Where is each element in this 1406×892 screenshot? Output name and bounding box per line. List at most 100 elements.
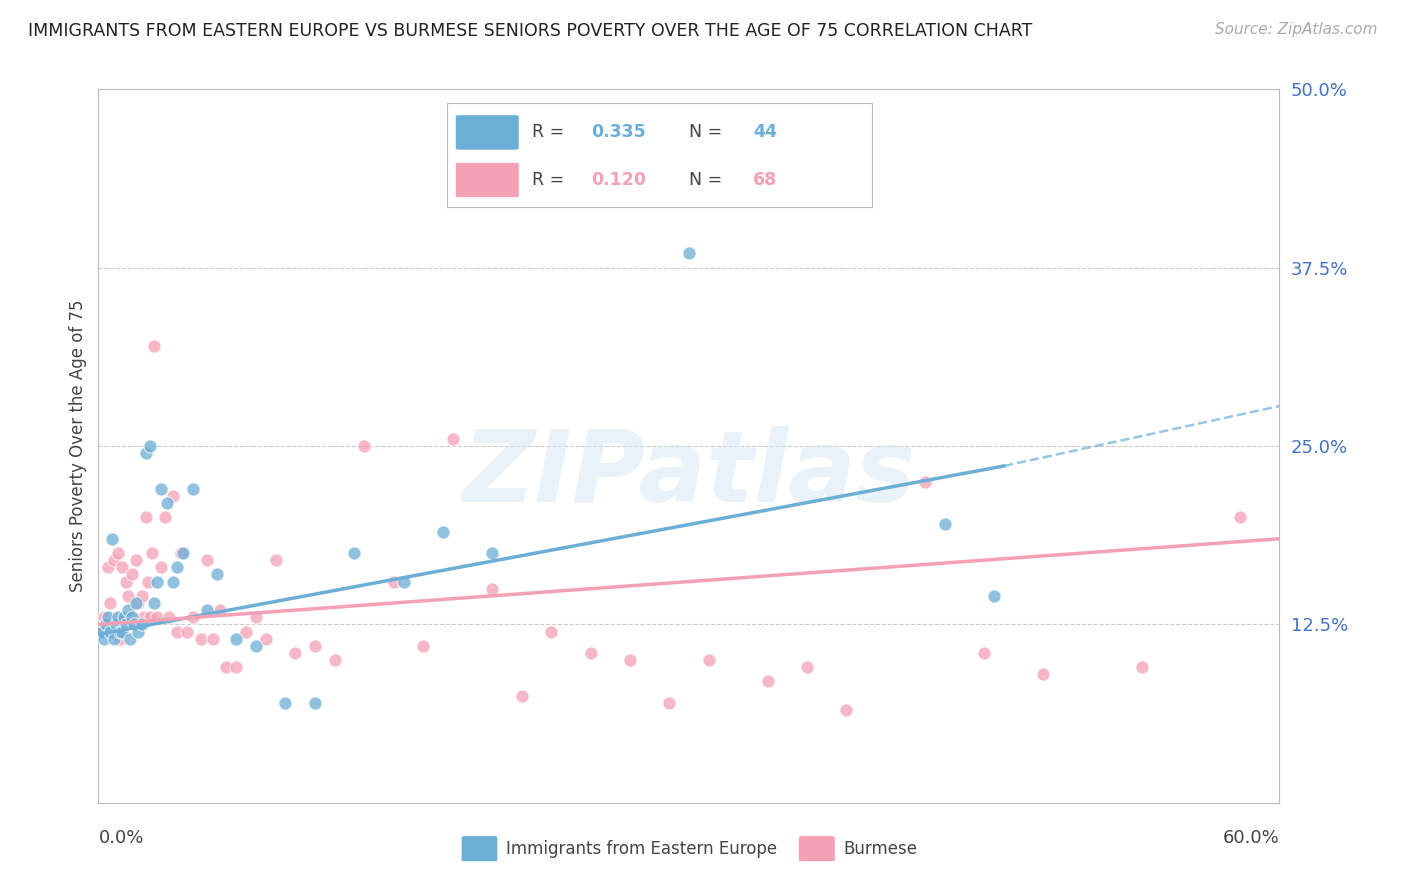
Point [111, 624, 134, 639]
Point [245, 639, 267, 653]
Point [112, 610, 135, 624]
Point [142, 596, 165, 610]
Point [658, 696, 681, 710]
Point [103, 632, 125, 646]
Point [176, 624, 198, 639]
Point [138, 439, 160, 453]
Point [108, 624, 131, 639]
Point [274, 696, 297, 710]
Point [112, 617, 135, 632]
Text: Immigrants from Eastern Europe: Immigrants from Eastern Europe [506, 840, 778, 858]
Point [97, 610, 120, 624]
Point [108, 632, 131, 646]
Point [181, 482, 204, 496]
Text: Source: ZipAtlas.com: Source: ZipAtlas.com [1215, 22, 1378, 37]
Point [118, 610, 141, 624]
Point [441, 432, 464, 446]
Point [323, 653, 346, 667]
Text: ZIPatlas: ZIPatlas [463, 426, 915, 523]
Point [756, 674, 779, 689]
Point [245, 610, 267, 624]
Point [98, 596, 121, 610]
Point [225, 660, 247, 674]
Point [155, 510, 177, 524]
Point [619, 653, 641, 667]
Point [1229, 510, 1251, 524]
Text: IMMIGRANTS FROM EASTERN EUROPE VS BURMESE SENIORS POVERTY OVER THE AGE OF 75 COR: IMMIGRANTS FROM EASTERN EUROPE VS BURMES… [28, 22, 1032, 40]
Point [127, 624, 149, 639]
Point [162, 574, 184, 589]
Point [127, 596, 149, 610]
Point [170, 546, 193, 560]
Point [121, 567, 143, 582]
Point [382, 574, 405, 589]
Point [432, 524, 454, 539]
Point [98, 624, 121, 639]
Text: 60.0%: 60.0% [1223, 829, 1279, 847]
Point [353, 439, 375, 453]
Point [195, 553, 218, 567]
Point [934, 517, 956, 532]
Point [254, 632, 277, 646]
Point [117, 589, 139, 603]
Point [983, 589, 1005, 603]
Point [111, 560, 134, 574]
Point [205, 567, 228, 582]
Point [166, 624, 188, 639]
Point [579, 168, 602, 182]
Point [150, 560, 173, 574]
Point [101, 624, 124, 639]
Point [235, 624, 257, 639]
Text: 0.0%: 0.0% [98, 829, 143, 847]
Point [142, 339, 165, 353]
Point [914, 475, 936, 489]
Point [138, 610, 160, 624]
Point [122, 617, 145, 632]
Point [121, 610, 143, 624]
Point [97, 560, 120, 574]
Point [579, 646, 602, 660]
Point [225, 632, 247, 646]
Point [156, 496, 179, 510]
Point [103, 553, 125, 567]
Point [115, 617, 138, 632]
Point [131, 617, 153, 632]
Point [215, 660, 238, 674]
Point [136, 574, 159, 589]
Point [93, 610, 115, 624]
Point [195, 603, 218, 617]
Point [392, 574, 415, 589]
Point [157, 610, 180, 624]
Point [122, 617, 145, 632]
Point [835, 703, 858, 717]
Point [172, 546, 194, 560]
Point [141, 546, 163, 560]
Point [190, 632, 212, 646]
Point [796, 660, 818, 674]
Point [162, 489, 184, 503]
Point [93, 632, 115, 646]
Point [678, 246, 700, 260]
Point [264, 553, 287, 567]
Point [135, 446, 157, 460]
Point [481, 546, 503, 560]
Point [540, 624, 562, 639]
Point [117, 603, 139, 617]
Point [481, 582, 503, 596]
Point [304, 639, 326, 653]
Text: Burmese: Burmese [844, 840, 918, 858]
Point [91, 624, 114, 639]
Point [96, 617, 118, 632]
Point [118, 632, 141, 646]
Point [105, 617, 128, 632]
Point [304, 696, 326, 710]
Point [697, 653, 720, 667]
Point [135, 510, 157, 524]
Point [128, 617, 150, 632]
Point [107, 610, 129, 624]
Point [1130, 660, 1153, 674]
Point [201, 632, 224, 646]
Point [973, 646, 995, 660]
Point [181, 610, 204, 624]
Point [107, 546, 129, 560]
